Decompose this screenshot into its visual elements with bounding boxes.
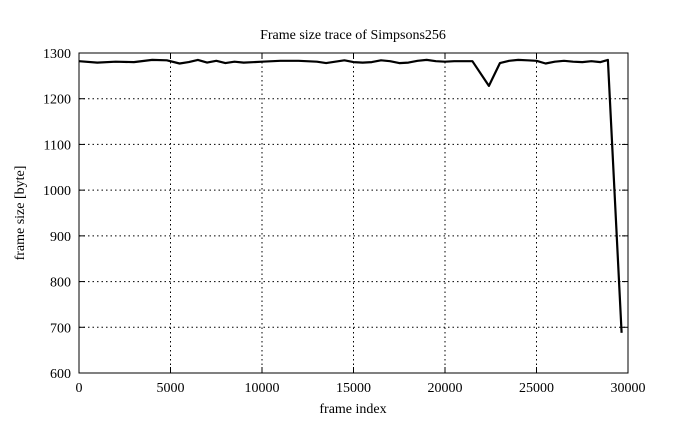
x-tick-label: 30000	[611, 381, 646, 396]
plot-frame	[78, 52, 629, 374]
x-tick-label: 10000	[245, 381, 280, 396]
y-tick-label: 1100	[44, 138, 71, 153]
x-tick-label: 0	[76, 381, 83, 396]
chart-title: Frame size trace of Simpsons256	[260, 28, 446, 43]
x-axis-label: frame index	[319, 402, 386, 417]
y-tick-label: 1000	[43, 184, 71, 199]
series-line-simpsons256	[78, 58, 623, 333]
y-tick-label: 1200	[43, 93, 71, 108]
x-tick-label: 20000	[428, 381, 463, 396]
y-axis-label: frame size [byte]	[13, 166, 28, 261]
y-tick-label: 600	[50, 367, 71, 382]
y-tick-label: 900	[50, 230, 71, 245]
y-tick-label: 800	[50, 276, 71, 291]
x-tick-label: 5000	[157, 381, 185, 396]
x-tick-label: 15000	[336, 381, 371, 396]
y-tick-label: 1300	[43, 47, 71, 62]
y-tick-label: 700	[50, 321, 71, 336]
x-tick-label: 25000	[519, 381, 554, 396]
